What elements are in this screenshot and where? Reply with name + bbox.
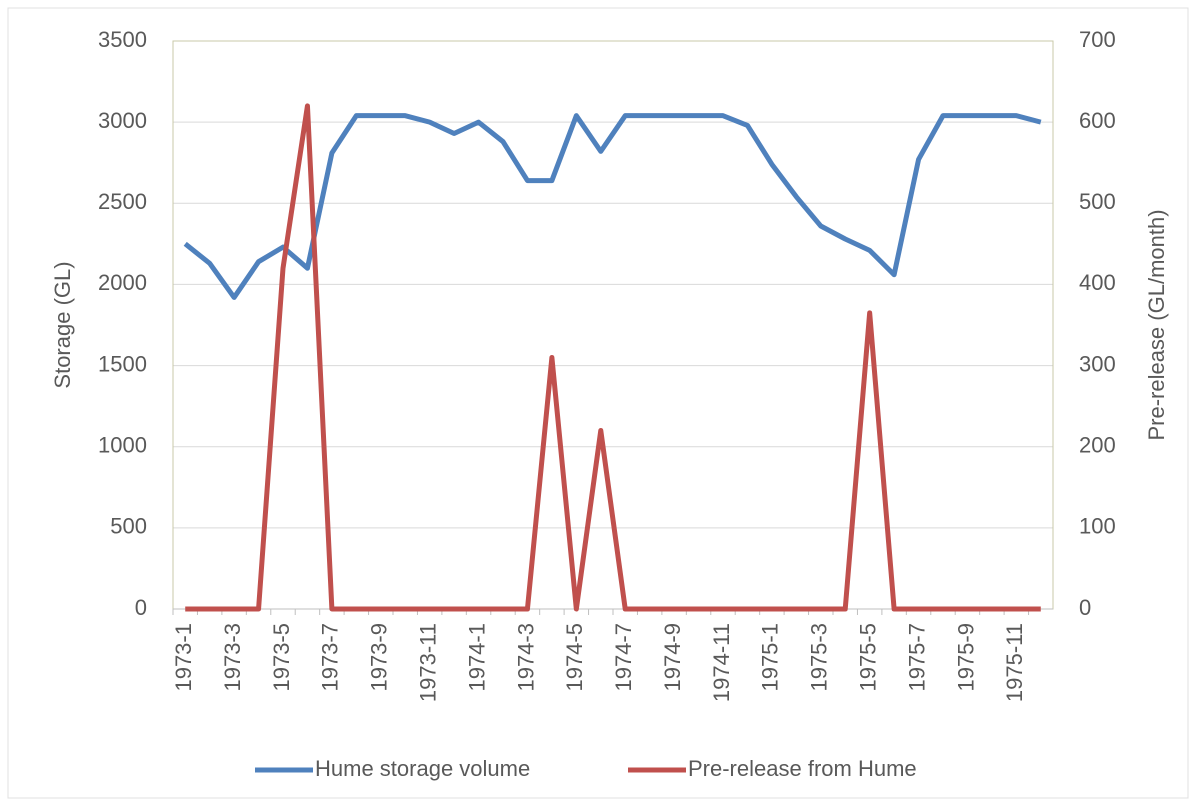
y-tick-label: 1000 — [98, 433, 147, 458]
y-tick-label: 0 — [135, 595, 147, 620]
y2-tick-label: 200 — [1079, 433, 1116, 458]
x-tick-label: 1974-5 — [562, 623, 587, 692]
x-tick-label: 1975-11 — [1002, 623, 1027, 702]
y-tick-label: 3500 — [98, 27, 147, 52]
x-tick-label: 1974-11 — [709, 623, 734, 702]
x-tick-label: 1975-3 — [807, 623, 832, 692]
y2-tick-label: 400 — [1079, 270, 1116, 295]
y2-tick-label: 700 — [1079, 27, 1116, 52]
y-tick-label: 2000 — [98, 270, 147, 295]
series-line — [183, 113, 1042, 300]
x-tick-label: 1973-9 — [367, 623, 392, 692]
x-tick-label: 1973-1 — [171, 623, 196, 692]
x-tick-label: 1975-5 — [855, 623, 880, 692]
y2-tick-label: 600 — [1079, 108, 1116, 133]
x-tick-label: 1973-11 — [415, 623, 440, 702]
x-tick-label: 1974-9 — [660, 623, 685, 692]
y-tick-label: 3000 — [98, 108, 147, 133]
y-tick-label: 500 — [110, 514, 147, 539]
legend-label: Hume storage volume — [315, 756, 530, 781]
y2-tick-label: 300 — [1079, 351, 1116, 376]
x-tick-label: 1975-7 — [904, 623, 929, 692]
y-tick-label: 1500 — [98, 351, 147, 376]
x-tick-label: 1973-3 — [220, 623, 245, 692]
y2-tick-label: 0 — [1079, 595, 1091, 620]
y-tick-label: 2500 — [98, 189, 147, 214]
y2-tick-label: 500 — [1079, 189, 1116, 214]
x-tick-label: 1975-9 — [953, 623, 978, 692]
series-line — [185, 103, 1041, 612]
x-tick-label: 1974-3 — [513, 623, 538, 692]
x-tick-label: 1973-5 — [269, 623, 294, 692]
chart-frame — [7, 7, 1189, 799]
x-tick-label: 1973-7 — [318, 623, 343, 692]
x-tick-label: 1974-1 — [464, 623, 489, 692]
y-axis-label: Storage (GL) — [50, 261, 75, 388]
x-tick-label: 1974-7 — [611, 623, 636, 692]
legend-label: Pre-release from Hume — [688, 756, 917, 781]
y2-axis-label: Pre-release (GL/month) — [1144, 209, 1169, 440]
y2-tick-label: 100 — [1079, 514, 1116, 539]
x-tick-label: 1975-1 — [758, 623, 783, 692]
